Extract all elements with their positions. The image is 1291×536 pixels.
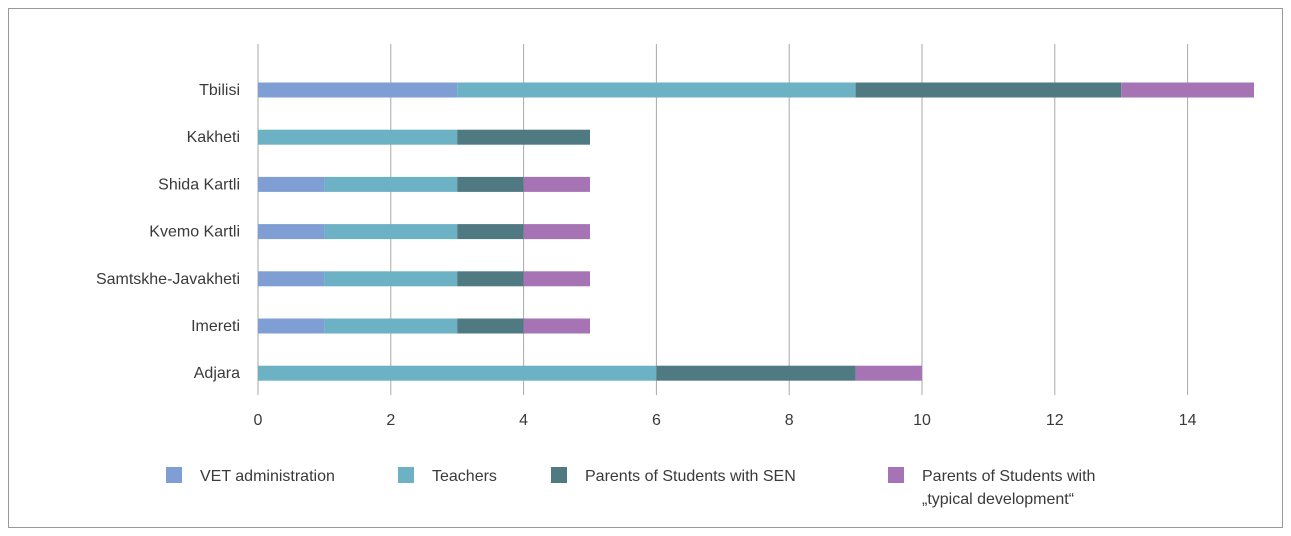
bar-kakheti-series-2	[258, 129, 458, 145]
x-tick-label-2: 2	[386, 412, 395, 429]
bar-shida-kartli-series-2	[324, 176, 458, 192]
category-label-shida-kartli: Shida Kartli	[158, 176, 240, 193]
bar-adjara-series-3	[656, 365, 856, 381]
bar-imereti-series-2	[324, 318, 458, 334]
category-label-kakheti: Kakheti	[187, 129, 240, 146]
bar-shida-kartli-series-1	[258, 176, 325, 192]
bar-tbilisi-series-4	[1121, 82, 1254, 98]
gridlines	[257, 44, 1189, 395]
bar-kvemo-kartli-series-3	[457, 224, 524, 240]
bar-kakheti-series-3	[457, 129, 590, 145]
bar-tbilisi-series-2	[457, 82, 856, 98]
legend-swatch-2	[398, 467, 414, 483]
bar-adjara-series-2	[258, 365, 657, 381]
bar-imereti-series-1	[258, 318, 325, 334]
legend-swatch-4	[888, 467, 904, 483]
legend-label-4-line-2: „typical development“	[922, 491, 1074, 508]
x-tick-label-10: 10	[913, 412, 931, 429]
category-label-samtskhe-javakheti: Samtskhe-Javakheti	[96, 271, 240, 288]
legend-label-3: Parents of Students with SEN	[585, 468, 796, 485]
bar-kvemo-kartli-series-4	[523, 224, 590, 240]
bar-shida-kartli-series-4	[523, 176, 590, 192]
x-tick-label-8: 8	[785, 412, 794, 429]
x-tick-label-0: 0	[254, 412, 263, 429]
category-label-tbilisi: Tbilisi	[199, 82, 240, 99]
bar-samtskhe-javakheti-series-3	[457, 271, 524, 287]
bar-kvemo-kartli-series-2	[324, 224, 458, 240]
bar-imereti-series-3	[457, 318, 524, 334]
bar-tbilisi-series-1	[258, 82, 458, 98]
x-tick-label-12: 12	[1046, 412, 1064, 429]
x-tick-label-6: 6	[652, 412, 661, 429]
category-label-kvemo-kartli: Kvemo Kartli	[149, 224, 240, 241]
bars	[258, 82, 1254, 381]
legend-label-2: Teachers	[432, 468, 497, 485]
x-tick-label-14: 14	[1179, 412, 1197, 429]
bar-adjara-series-4	[855, 365, 922, 381]
bar-imereti-series-4	[523, 318, 590, 334]
legend-label-4-line-1: Parents of Students with	[922, 468, 1095, 485]
bar-samtskhe-javakheti-series-2	[324, 271, 458, 287]
legend-swatch-3	[551, 467, 567, 483]
category-label-imereti: Imereti	[191, 318, 240, 335]
x-tick-label-4: 4	[519, 412, 528, 429]
bar-samtskhe-javakheti-series-1	[258, 271, 325, 287]
bar-kvemo-kartli-series-1	[258, 224, 325, 240]
bar-shida-kartli-series-3	[457, 176, 524, 192]
bar-tbilisi-series-3	[855, 82, 1122, 98]
legend-label-1: VET administration	[200, 468, 335, 485]
x-tick-labels: 0 2 4 6 8 10 12 14	[254, 412, 1197, 429]
category-labels: Tbilisi Kakheti Shida Kartli Kvemo Kartli Sa…	[96, 82, 240, 382]
legend: VET administration Teachers Parents of Stu…	[166, 467, 1095, 508]
legend-swatch-1	[166, 467, 182, 483]
bar-samtskhe-javakheti-series-4	[523, 271, 590, 287]
category-label-adjara: Adjara	[194, 365, 240, 382]
